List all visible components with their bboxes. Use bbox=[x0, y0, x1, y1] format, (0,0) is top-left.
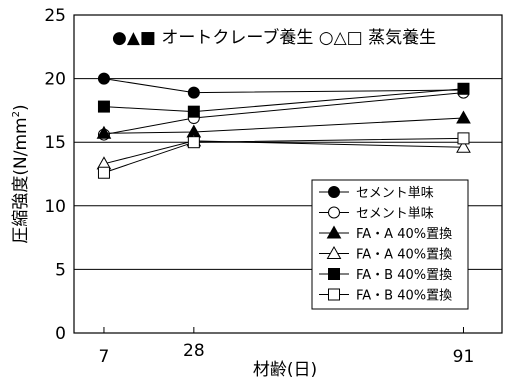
series-line-3 bbox=[103, 140, 464, 165]
data-point-s4-x7 bbox=[97, 100, 110, 113]
series-2 bbox=[96, 110, 471, 139]
legend-label-2: FA・A 40%置換 bbox=[356, 227, 452, 242]
y-tick-label-10: 10 bbox=[44, 197, 66, 217]
y-axis-label-main: 圧縮強度(N/mm bbox=[11, 117, 31, 243]
series-line-0 bbox=[103, 78, 464, 94]
y-axis-label-superscript: 2 bbox=[11, 111, 22, 117]
y-tick-label-5: 5 bbox=[55, 260, 66, 280]
series-5 bbox=[97, 132, 470, 179]
x-tick-label-28: 28 bbox=[183, 341, 205, 361]
data-point-s5-x7 bbox=[97, 166, 110, 179]
data-point-s0-x28 bbox=[187, 86, 200, 99]
x-axis-ticks: 7 28 91 bbox=[99, 327, 475, 367]
data-point-s4-x91 bbox=[457, 82, 470, 95]
legend-box bbox=[311, 179, 469, 310]
data-point-s3-x91 bbox=[456, 139, 471, 153]
data-point-s2-x91 bbox=[456, 110, 471, 124]
legend-label-1: セメント単味 bbox=[356, 206, 434, 222]
annotation-text: ●▲■ オートクレーブ養生 ○△□ 蒸気養生 bbox=[112, 27, 436, 48]
y-axis-label-close: ) bbox=[11, 104, 31, 111]
legend-marker-4 bbox=[328, 268, 340, 280]
y-tick-label-20: 20 bbox=[44, 70, 66, 90]
series-line-1 bbox=[103, 92, 464, 136]
legend-label-4: FA・B 40%置換 bbox=[356, 268, 452, 283]
series-3 bbox=[96, 133, 471, 170]
data-point-s2-x7 bbox=[96, 125, 112, 139]
legend-marker-2 bbox=[326, 225, 342, 239]
plot-area bbox=[73, 14, 503, 334]
legend-marker-3 bbox=[326, 245, 342, 259]
series-4 bbox=[97, 82, 470, 118]
data-point-s0-x7 bbox=[97, 72, 110, 85]
x-tick-label-7: 7 bbox=[99, 347, 110, 367]
y-tick-label-15: 15 bbox=[44, 133, 66, 153]
series-line-2 bbox=[103, 117, 464, 134]
x-axis-label: 材齢(日) bbox=[253, 360, 317, 380]
legend-label-0: セメント単味 bbox=[356, 185, 434, 201]
data-point-s5-x91 bbox=[457, 132, 470, 145]
legend-label-5: FA・B 40%置換 bbox=[356, 289, 452, 304]
legend-marker-0 bbox=[328, 186, 340, 198]
y-axis-ticks: 0 5 10 15 20 25 bbox=[44, 6, 66, 344]
y-axis-label: 圧縮強度(N/mm2) bbox=[11, 104, 31, 243]
series-group bbox=[96, 72, 471, 179]
legend-label-3: FA・A 40%置換 bbox=[356, 248, 452, 263]
legend-marker-1 bbox=[328, 206, 340, 219]
series-0 bbox=[97, 72, 470, 99]
legend-marker-5 bbox=[328, 288, 340, 301]
y-tick-label-25: 25 bbox=[44, 6, 66, 26]
data-point-s4-x28 bbox=[187, 105, 200, 118]
data-point-s5-x28 bbox=[187, 136, 200, 149]
y-tick-label-0: 0 bbox=[55, 324, 66, 344]
x-tick-label-91: 91 bbox=[453, 347, 475, 367]
